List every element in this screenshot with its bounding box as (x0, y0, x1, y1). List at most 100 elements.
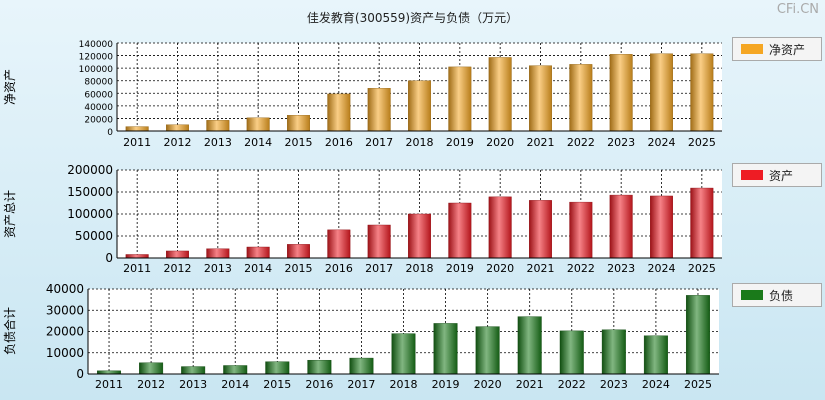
x-tick-label: 2023 (607, 136, 635, 149)
y-axis-title: 净资产 (3, 69, 17, 105)
legend-assets: 资产 (732, 163, 822, 187)
y-tick-label: 120000 (79, 53, 114, 63)
x-tick-label: 2012 (137, 378, 165, 391)
y-tick-label: 150000 (67, 185, 113, 199)
bar-2013 (181, 366, 206, 375)
bar-2024 (650, 195, 673, 259)
bar-2024 (643, 335, 668, 375)
x-tick-label: 2018 (390, 378, 418, 391)
x-tick-label: 2014 (221, 378, 249, 391)
bar-2022 (559, 330, 584, 375)
y-tick-label: 100000 (79, 65, 114, 75)
legend-swatch-assets (741, 170, 763, 180)
y-tick-label: 140000 (79, 40, 114, 50)
y-tick-label: 80000 (84, 78, 113, 88)
bar-2016 (327, 229, 351, 259)
bar-2019 (448, 202, 472, 259)
bar-2018 (391, 333, 416, 375)
bar-2023 (601, 329, 626, 375)
bar-2018 (408, 80, 431, 132)
y-tick-label: 0 (76, 367, 84, 381)
x-tick-label: 2016 (325, 136, 353, 149)
bar-2017 (349, 357, 374, 375)
x-tick-label: 2020 (486, 262, 514, 275)
x-tick-label: 2011 (123, 136, 151, 149)
bar-2019 (433, 323, 458, 375)
bar-2012 (139, 362, 164, 375)
y-tick-label: 50000 (75, 229, 113, 243)
bar-2021 (529, 200, 552, 259)
bar-2016 (307, 359, 332, 375)
x-tick-label: 2016 (305, 378, 333, 391)
y-tick-label: 0 (105, 251, 113, 265)
y-tick-label: 40000 (84, 103, 113, 113)
bar-2014 (223, 365, 248, 375)
legend-net-assets: 净资产 (732, 37, 822, 61)
x-tick-label: 2023 (607, 262, 635, 275)
legend-label-assets: 资产 (769, 169, 794, 183)
bar-2023 (609, 194, 633, 259)
y-tick-label: 20000 (46, 325, 84, 339)
y-tick-label: 20000 (84, 115, 113, 125)
x-tick-label: 2019 (446, 136, 474, 149)
bar-2018 (408, 213, 431, 259)
x-tick-label: 2022 (567, 136, 595, 149)
x-tick-label: 2023 (600, 378, 628, 391)
y-tick-label: 30000 (46, 303, 84, 317)
x-tick-label: 2015 (285, 136, 313, 149)
x-tick-label: 2014 (244, 262, 272, 275)
x-tick-label: 2024 (642, 378, 670, 391)
x-tick-label: 2017 (365, 262, 393, 275)
chart-title: 佳发教育(300559)资产与负债（万元） (306, 11, 519, 25)
bar-2025 (685, 295, 710, 375)
x-tick-label: 2012 (164, 262, 192, 275)
x-tick-label: 2016 (325, 262, 353, 275)
x-tick-label: 2011 (123, 262, 151, 275)
bar-2021 (517, 316, 542, 375)
y-axis-title: 负债合计 (2, 307, 17, 355)
bar-2015 (287, 115, 310, 132)
x-tick-label: 2024 (648, 262, 676, 275)
legend-swatch-net-assets (741, 44, 763, 54)
x-tick-label: 2013 (179, 378, 207, 391)
bar-2023 (609, 54, 633, 132)
bar-2014 (246, 117, 270, 132)
x-tick-label: 2013 (204, 136, 232, 149)
x-tick-label: 2019 (446, 262, 474, 275)
bar-2020 (488, 57, 512, 132)
x-tick-label: 2025 (688, 262, 716, 275)
x-tick-label: 2012 (164, 136, 192, 149)
x-tick-label: 2022 (567, 262, 595, 275)
legend-swatch-liabilities (741, 290, 763, 300)
bar-2019 (448, 66, 472, 132)
y-tick-label: 100000 (67, 207, 113, 221)
x-tick-label: 2019 (432, 378, 460, 391)
bar-2022 (569, 64, 593, 132)
bar-2016 (327, 93, 351, 132)
x-tick-label: 2024 (648, 136, 676, 149)
bar-2014 (246, 246, 270, 259)
bar-2025 (690, 187, 714, 259)
x-tick-label: 2011 (95, 378, 123, 391)
bar-2011 (125, 126, 149, 132)
x-tick-label: 2021 (516, 378, 544, 391)
bar-2013 (206, 248, 230, 259)
x-tick-label: 2020 (474, 378, 502, 391)
x-tick-label: 2018 (406, 262, 434, 275)
bar-2012 (166, 124, 189, 132)
bar-2024 (650, 53, 673, 132)
x-tick-label: 2017 (365, 136, 393, 149)
bar-2017 (367, 224, 391, 259)
x-tick-label: 2018 (406, 136, 434, 149)
bar-2012 (166, 250, 189, 259)
bar-2021 (529, 65, 552, 132)
y-tick-label: 0 (107, 128, 113, 138)
y-tick-label: 10000 (46, 346, 84, 360)
legend-label-net-assets: 净资产 (769, 43, 806, 57)
x-tick-label: 2025 (684, 378, 712, 391)
bar-2020 (475, 326, 500, 375)
bar-2015 (265, 361, 290, 375)
bar-2022 (569, 201, 593, 259)
